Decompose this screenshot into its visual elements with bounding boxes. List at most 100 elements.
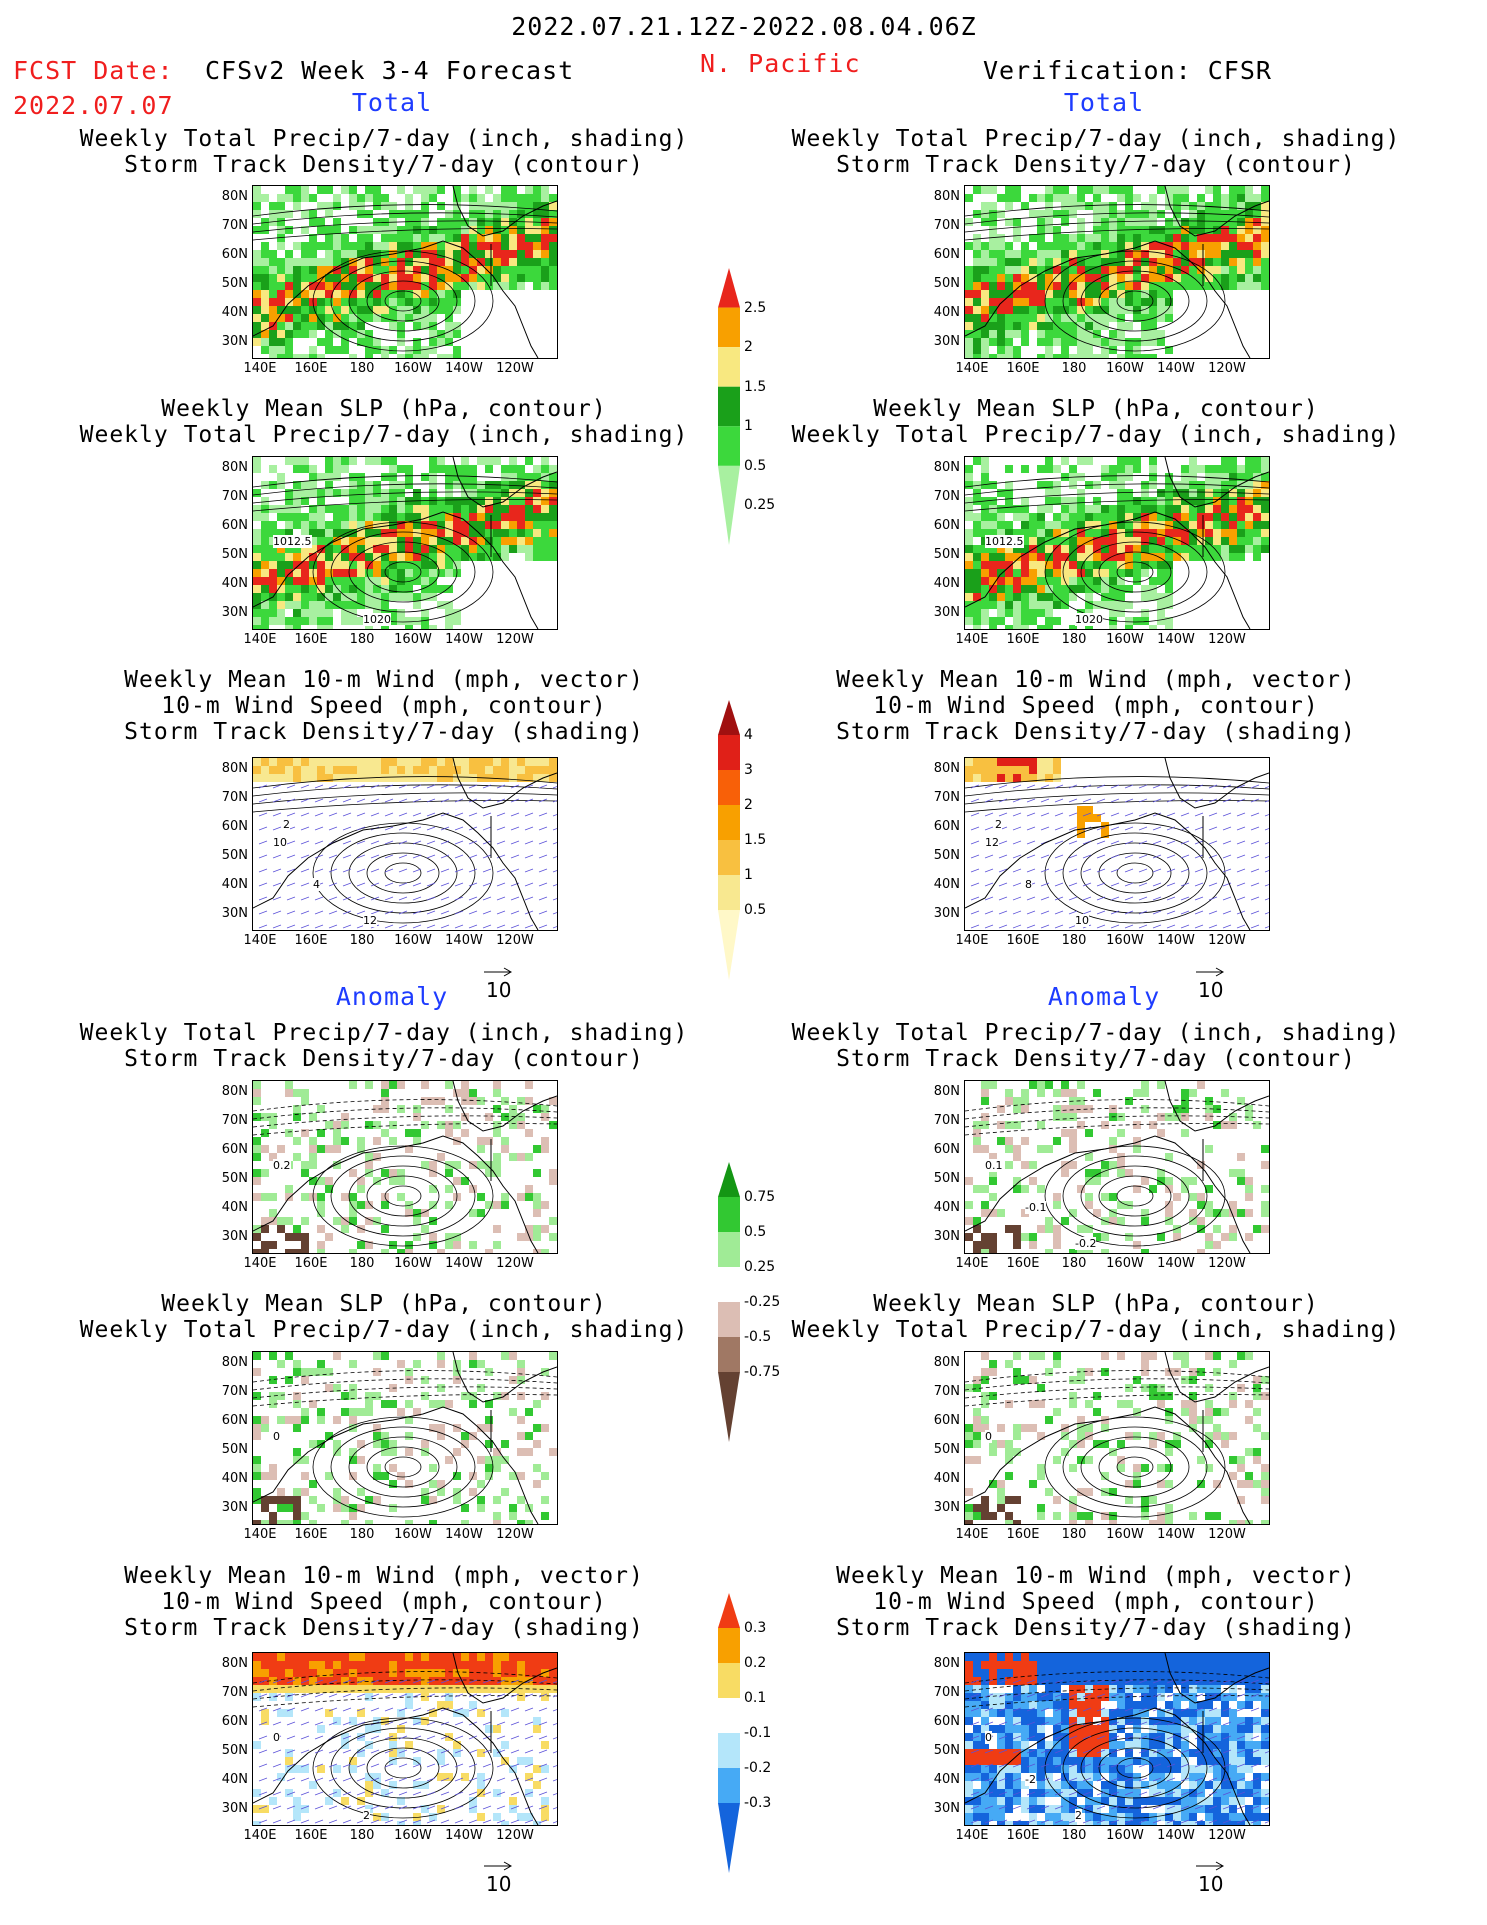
lat-tick-label: 60N bbox=[221, 1142, 248, 1157]
colorbar-label: 2.5 bbox=[744, 299, 767, 316]
vector-ref-label: 10 bbox=[486, 978, 512, 1002]
lat-tick-label: 60N bbox=[933, 247, 960, 262]
arrow-right-icon bbox=[484, 1861, 513, 1871]
colorbar-label: 0.5 bbox=[744, 457, 767, 474]
anomaly-label-forecast: Anomaly bbox=[335, 982, 449, 1011]
title-line: Storm Track Density/7-day (shading) bbox=[836, 719, 1356, 745]
lat-tick-label: 80N bbox=[933, 1084, 960, 1099]
lat-tick-label: 30N bbox=[933, 1229, 960, 1244]
lon-tick-label: 180 bbox=[349, 361, 375, 376]
vector-ref-ob-total: 10 bbox=[1194, 958, 1226, 1002]
lat-tick-label: 60N bbox=[221, 1413, 248, 1428]
lat-tick-label: 80N bbox=[221, 460, 248, 475]
lon-tick-label: 160W bbox=[394, 933, 432, 948]
lon-tick-label: 160W bbox=[1106, 1527, 1144, 1542]
lat-tick-label: 50N bbox=[933, 1442, 960, 1457]
title-line: Storm Track Density/7-day (contour) bbox=[836, 152, 1356, 178]
lat-tick-label: 40N bbox=[221, 1772, 248, 1787]
lon-tick-label: 140E bbox=[243, 1828, 277, 1843]
fcst-date-label: FCST Date: bbox=[13, 56, 174, 85]
vector-ref-label: 10 bbox=[486, 1872, 512, 1896]
lat-tick-label: 70N bbox=[221, 489, 248, 504]
contour-label: 2 bbox=[363, 1809, 370, 1822]
lon-tick-label: 120W bbox=[496, 1256, 534, 1271]
lat-tick-label: 60N bbox=[221, 1714, 248, 1729]
map-fc-slp-anom: 0 bbox=[252, 1351, 558, 1525]
lon-tick-label: 120W bbox=[1208, 1828, 1246, 1843]
contour-label: 0 bbox=[985, 1731, 992, 1744]
lon-tick-label: 140W bbox=[445, 933, 483, 948]
lat-tick-label: 80N bbox=[933, 1355, 960, 1370]
lon-tick-label: 160E bbox=[1006, 632, 1040, 647]
lat-tick-label: 40N bbox=[933, 877, 960, 892]
colorbar-storm_anom bbox=[716, 1593, 742, 1877]
lon-tick-label: 160W bbox=[394, 1527, 432, 1542]
lon-tick-label: 180 bbox=[1061, 632, 1087, 647]
date-range-title: 2022.07.21.12Z-2022.08.04.06Z bbox=[511, 12, 977, 41]
contour-label: 0 bbox=[273, 1430, 280, 1443]
lat-tick-label: 30N bbox=[933, 605, 960, 620]
lat-tick-label: 50N bbox=[933, 276, 960, 291]
title-line: Weekly Total Precip/7-day (inch, shading… bbox=[79, 126, 689, 152]
lon-tick-label: 140W bbox=[1157, 1828, 1195, 1843]
title-line: Weekly Total Precip/7-day (inch, shading… bbox=[791, 1317, 1401, 1343]
lat-tick-label: 30N bbox=[933, 1801, 960, 1816]
lat-tick-label: 60N bbox=[933, 518, 960, 533]
map-ob-slp-total: 1012.5 1020 bbox=[964, 456, 1270, 630]
contour-label: 10 bbox=[273, 836, 287, 849]
map-fc-precip-total bbox=[252, 185, 558, 359]
map-ob-wind-anom: 0 2 -2 bbox=[964, 1652, 1270, 1826]
lat-tick-label: 70N bbox=[221, 218, 248, 233]
title-line: Weekly Mean SLP (hPa, contour) bbox=[873, 1291, 1319, 1317]
contour-label: 0.1 bbox=[985, 1159, 1003, 1172]
lat-tick-label: 60N bbox=[933, 1413, 960, 1428]
lat-tick-label: 50N bbox=[221, 276, 248, 291]
lon-tick-label: 180 bbox=[1061, 1256, 1087, 1271]
lon-tick-label: 120W bbox=[496, 933, 534, 948]
colorbar-label: -0.5 bbox=[744, 1329, 772, 1345]
lon-tick-label: 140E bbox=[243, 1527, 277, 1542]
title-line: Weekly Mean 10-m Wind (mph, vector) bbox=[836, 1563, 1356, 1589]
lon-tick-label: 120W bbox=[1208, 1256, 1246, 1271]
lon-tick-label: 140E bbox=[955, 933, 989, 948]
lat-tick-label: 50N bbox=[221, 1171, 248, 1186]
lat-tick-label: 60N bbox=[933, 1142, 960, 1157]
map-fc-wind-total: 10 12 4 2 bbox=[252, 757, 558, 931]
lon-tick-label: 140E bbox=[243, 632, 277, 647]
contour-label: 1020 bbox=[363, 613, 391, 626]
lon-tick-label: 140W bbox=[1157, 1256, 1195, 1271]
panel-title-ob-slp-anom: Weekly Mean SLP (hPa, contour) Weekly To… bbox=[792, 1291, 1401, 1343]
colorbar-label: 1.5 bbox=[744, 378, 767, 395]
map-ob-precip-total bbox=[964, 185, 1270, 359]
lat-tick-label: 70N bbox=[221, 1113, 248, 1128]
lon-tick-label: 160E bbox=[1006, 933, 1040, 948]
lat-tick-label: 80N bbox=[933, 1656, 960, 1671]
colorbar-label: 0.2 bbox=[744, 1655, 767, 1671]
lon-tick-label: 160W bbox=[394, 361, 432, 376]
colorbar-label: 0.75 bbox=[744, 1189, 776, 1205]
region-title: N. Pacific bbox=[700, 49, 861, 78]
lon-tick-label: 180 bbox=[1061, 1527, 1087, 1542]
lat-tick-label: 60N bbox=[221, 518, 248, 533]
verification-title: Verification: CFSR bbox=[983, 56, 1272, 85]
lon-tick-label: 160W bbox=[1106, 1256, 1144, 1271]
lat-tick-label: 30N bbox=[221, 1801, 248, 1816]
title-line: 10-m Wind Speed (mph, contour) bbox=[161, 1589, 607, 1615]
total-label-forecast: Total bbox=[351, 88, 433, 117]
title-line: Weekly Mean SLP (hPa, contour) bbox=[873, 396, 1319, 422]
lat-tick-label: 50N bbox=[933, 1171, 960, 1186]
title-line: Weekly Total Precip/7-day (inch, shading… bbox=[79, 1317, 689, 1343]
lat-tick-label: 30N bbox=[221, 334, 248, 349]
panel-title-fc-slp-total: Weekly Mean SLP (hPa, contour) Weekly To… bbox=[80, 396, 689, 448]
colorbar-label: 0.25 bbox=[744, 1259, 776, 1275]
lon-tick-label: 160E bbox=[294, 361, 328, 376]
colorbar-label: -0.1 bbox=[744, 1725, 772, 1741]
lon-tick-label: 120W bbox=[496, 1828, 534, 1843]
lon-tick-label: 160E bbox=[1006, 361, 1040, 376]
panel-title-fc-precip-anom: Weekly Total Precip/7-day (inch, shading… bbox=[80, 1020, 689, 1072]
lon-tick-label: 140E bbox=[243, 361, 277, 376]
title-line: Storm Track Density/7-day (shading) bbox=[836, 1615, 1356, 1641]
contour-label: 1012.5 bbox=[273, 535, 312, 548]
lat-tick-label: 60N bbox=[221, 819, 248, 834]
